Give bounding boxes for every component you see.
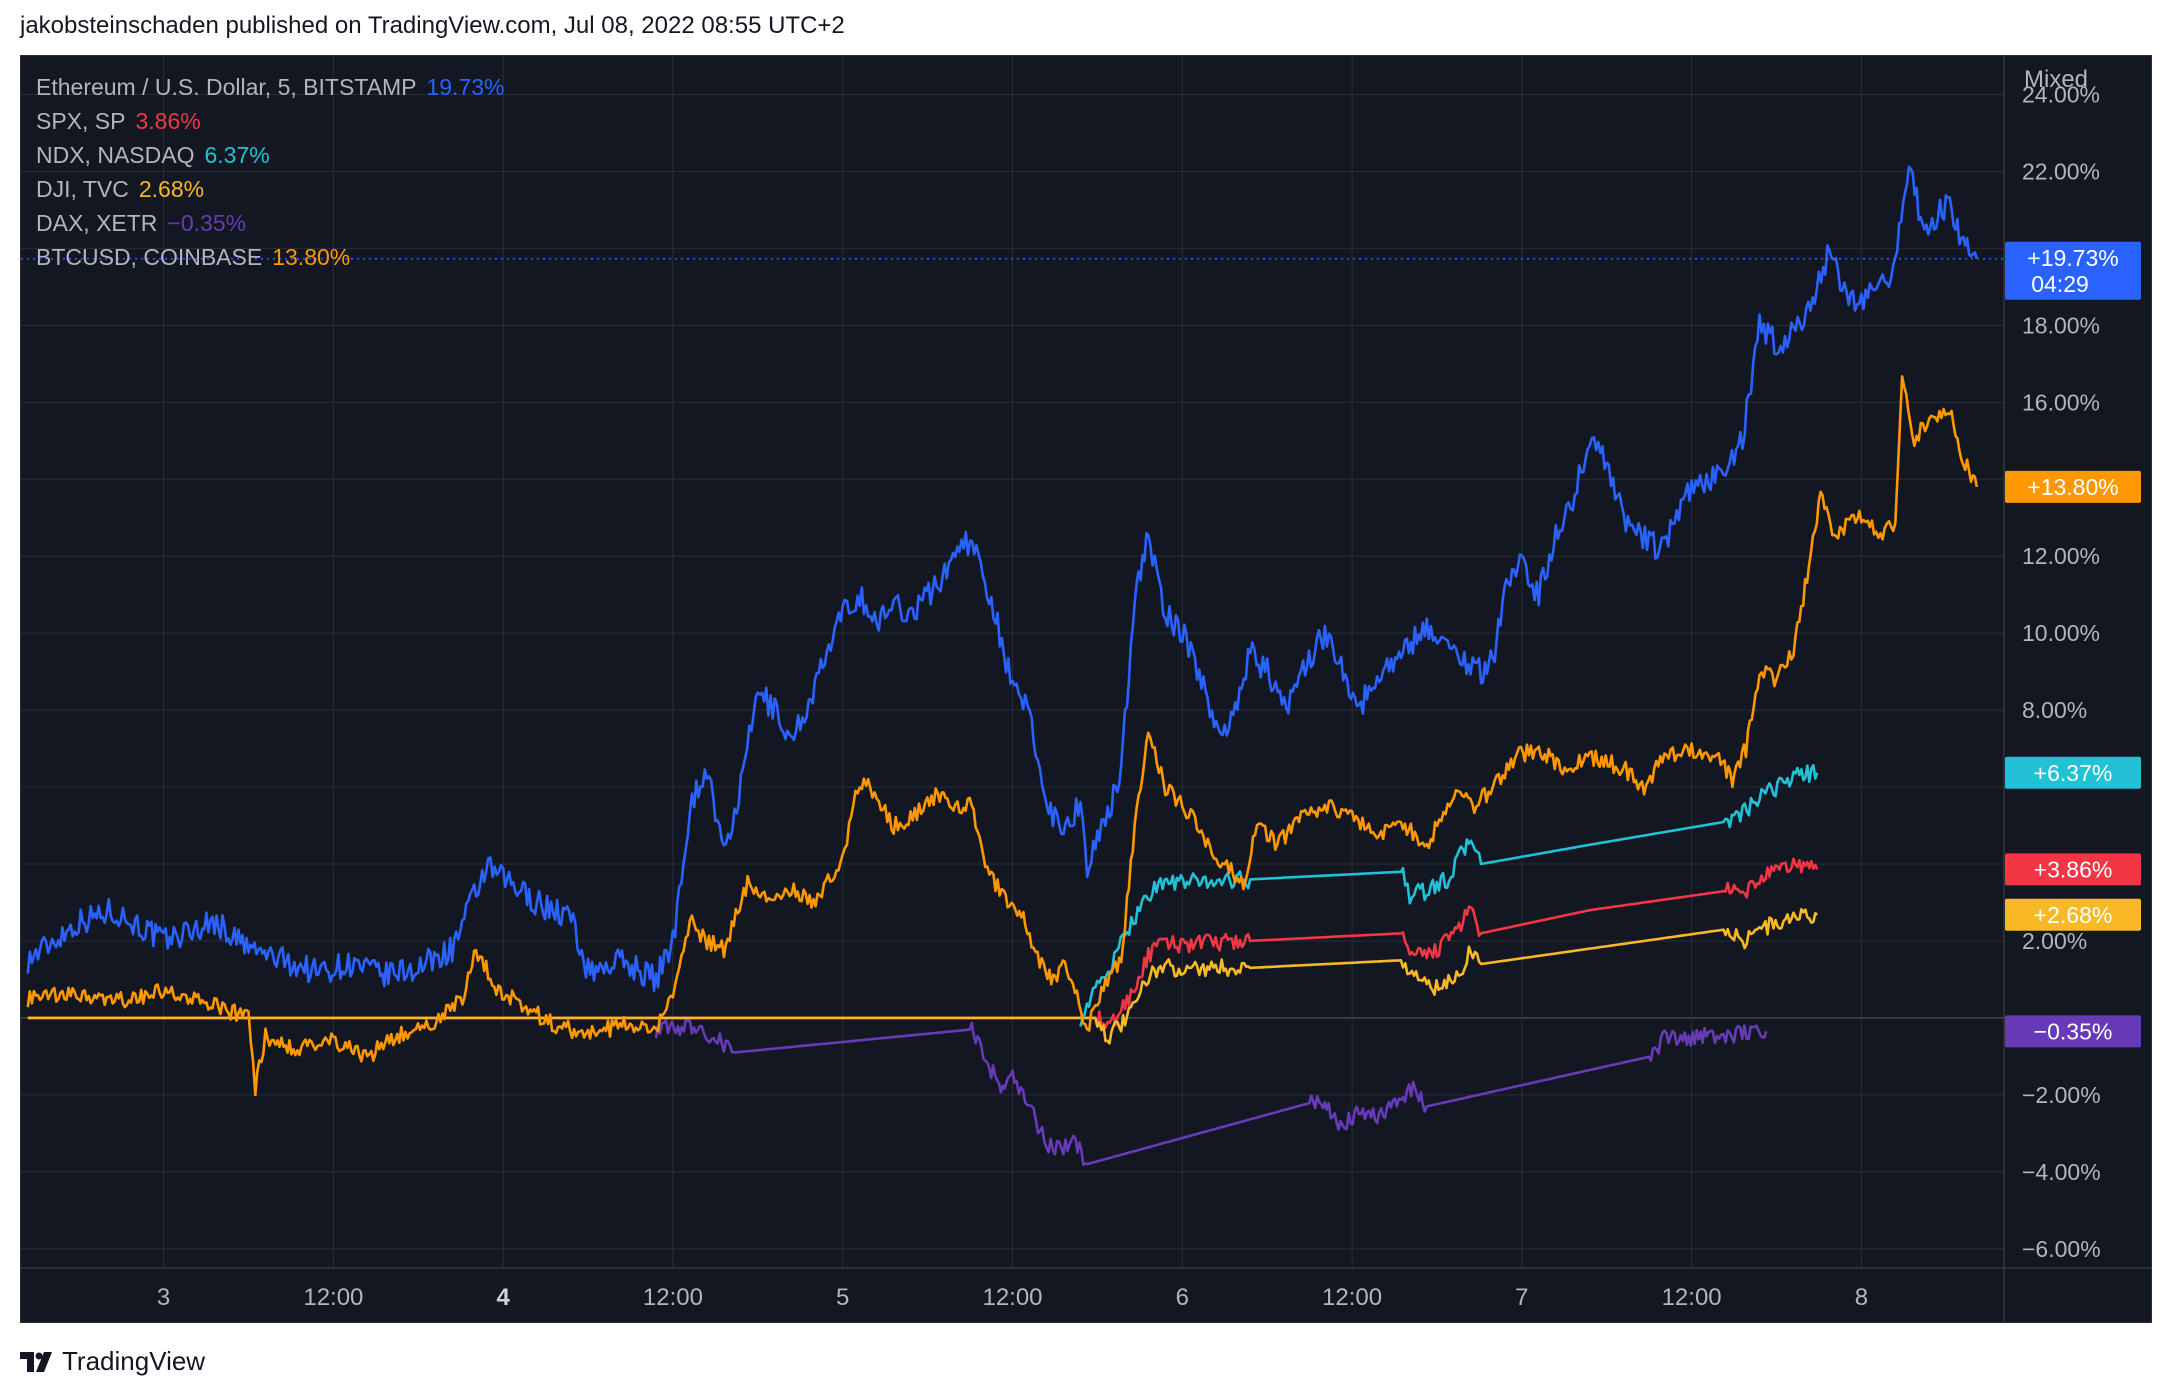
grid-lines: [21, 56, 2152, 1322]
tradingview-brand: TradingView: [62, 1346, 206, 1376]
y-tick-label: −2.00%: [2022, 1082, 2101, 1108]
legend-change: 6.37%: [204, 142, 270, 168]
tradingview-logo-icon: [20, 1351, 52, 1372]
legend-change: 13.80%: [272, 244, 351, 270]
series-line-4: [654, 1017, 1768, 1167]
y-tick-label: 16.00%: [2022, 389, 2100, 415]
x-tick-label: 12:00: [982, 1284, 1042, 1311]
series-line-1: [27, 857, 1819, 1029]
chart-legend: Ethereum / U.S. Dollar, 5, BITSTAMP 19.73…: [36, 70, 504, 274]
legend-symbol: BTCUSD, COINBASE: [36, 244, 263, 270]
price-badge-label: +19.73%: [2027, 245, 2118, 271]
series-line-5: [26, 375, 1979, 1097]
series-lines: [26, 165, 1979, 1167]
price-badge-label: +6.37%: [2034, 760, 2113, 786]
price-badge-0: [2005, 241, 2141, 300]
series-line-3: [27, 908, 1819, 1045]
y-tick-label: −6.00%: [2022, 1236, 2101, 1262]
price-badge-1: [2005, 853, 2141, 886]
legend-item[interactable]: NDX, NASDAQ 6.37%: [36, 138, 504, 172]
legend-item[interactable]: SPX, SP 3.86%: [36, 104, 504, 138]
x-tick-label: 12:00: [303, 1284, 363, 1311]
legend-change: 19.73%: [426, 74, 505, 100]
y-tick-label: 12.00%: [2022, 543, 2100, 569]
price-badge-5: [2005, 470, 2141, 503]
legend-symbol: Ethereum / U.S. Dollar, 5, BITSTAMP: [36, 74, 417, 100]
legend-item[interactable]: BTCUSD, COINBASE 13.80%: [36, 240, 504, 274]
x-tick-label: 7: [1515, 1284, 1528, 1311]
price-badge-label: +13.80%: [2027, 474, 2118, 500]
y-tick-label: −4.00%: [2022, 1159, 2101, 1185]
legend-item[interactable]: DJI, TVC 2.68%: [36, 172, 504, 206]
price-badge-label: −0.35%: [2034, 1018, 2113, 1044]
legend-item[interactable]: Ethereum / U.S. Dollar, 5, BITSTAMP 19.73…: [36, 70, 504, 104]
legend-change: 3.86%: [135, 108, 201, 134]
x-axis: 3 12:00 4 12:00 5 12:00 6 12:00 7 12:00 8: [157, 1284, 1868, 1311]
publisher-caption: jakobsteinschaden published on TradingVi…: [20, 12, 845, 39]
x-tick-label: 12:00: [643, 1284, 703, 1311]
legend-item[interactable]: DAX, XETR −0.35%: [36, 206, 504, 240]
countdown-label: 04:29: [2031, 271, 2089, 297]
legend-symbol: DAX, XETR: [36, 210, 158, 236]
x-tick-label: 12:00: [1322, 1284, 1382, 1311]
y-tick-label: 2.00%: [2022, 928, 2087, 954]
footer: TradingView: [20, 1346, 205, 1377]
legend-symbol: DJI, TVC: [36, 176, 129, 202]
price-badge-label: +3.86%: [2034, 856, 2113, 882]
y-axis: 24.00% 22.00% 18.00% 16.00% 12.00% 10.00% 8.00…: [2022, 81, 2101, 1261]
series-line-0: [26, 165, 1979, 993]
price-badge-3: [2005, 898, 2141, 931]
x-tick-label: 6: [1176, 1284, 1189, 1311]
scale-mode-label[interactable]: Mixed: [2024, 66, 2089, 93]
chart-area[interactable]: [20, 55, 2152, 1323]
legend-change: −0.35%: [167, 210, 247, 236]
x-tick-label: 8: [1855, 1284, 1868, 1311]
price-badge-label: +2.68%: [2034, 902, 2113, 928]
x-tick-label: 12:00: [1662, 1284, 1722, 1311]
price-badges: +19.73%04:29 +3.86% +6.37% +2.68% −0.35% +13.…: [2005, 241, 2141, 1048]
legend-symbol: NDX, NASDAQ: [36, 142, 195, 168]
y-tick-label: 22.00%: [2022, 158, 2100, 184]
price-badge-2: [2005, 756, 2141, 789]
y-tick-label: 24.00%: [2022, 81, 2100, 107]
price-badge-4: [2005, 1015, 2141, 1048]
x-tick-label: 3: [157, 1284, 170, 1311]
legend-change: 2.68%: [138, 176, 205, 202]
legend-symbol: SPX, SP: [36, 108, 126, 134]
y-tick-label: 18.00%: [2022, 312, 2100, 338]
y-tick-label: 10.00%: [2022, 620, 2100, 646]
y-tick-label: 8.00%: [2022, 697, 2087, 723]
x-tick-label: 4: [496, 1284, 510, 1311]
series-line-2: [1079, 763, 1819, 1027]
x-tick-label: 5: [836, 1284, 849, 1311]
